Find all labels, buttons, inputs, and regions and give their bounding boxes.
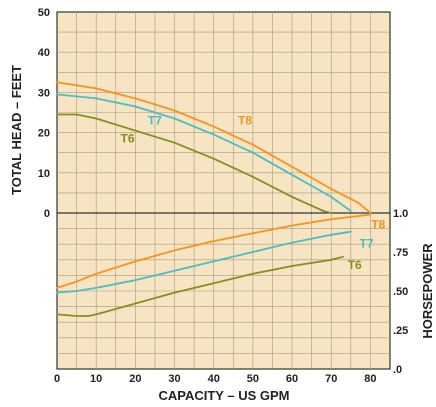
series-label-t7: T7 [359,236,373,250]
x-tick-label: 20 [129,373,141,385]
series-line-t7-head [56,93,352,212]
y-axis-title-horsepower: HORSEPOWER [420,243,435,339]
y-tick-label-horsepower: 1.0 [393,208,408,220]
x-tick-label: 80 [364,373,376,385]
grid [57,12,390,369]
x-tick-label: 10 [90,373,102,385]
y-tick-label-horsepower: .25 [393,325,408,337]
x-tick-label: 50 [247,373,259,385]
series-labels: T8 T7 T6 T8 T7 T6 [121,114,386,273]
series-label-t6: T6 [348,258,362,272]
x-tick-label: 0 [54,373,60,385]
x-tick-label: 60 [286,373,298,385]
y-tick-label-horsepower: .0 [393,364,402,376]
x-tick-label: 40 [208,373,220,385]
x-tick-label: 70 [325,373,337,385]
ticks: 0 10 20 30 40 50 60 70 80 0 10 20 30 40 50 .0 .25 .50 .75 1… [38,7,409,385]
x-tick-label: 30 [168,373,180,385]
curves [56,81,372,317]
series-line-t7-horsepower [56,230,352,294]
series-line-t8-head [56,81,372,214]
y-tick-label-head: 10 [38,168,50,180]
y-tick-label-horsepower: .75 [393,247,408,259]
y-tick-label-head: 50 [38,7,50,19]
series-line-t6-horsepower [56,255,344,317]
y-axis-title-head: TOTAL HEAD – FEET [9,65,24,195]
series-label-t6: T6 [121,132,135,146]
series-label-t7: T7 [148,114,162,128]
y-tick-label-horsepower: .50 [393,286,408,298]
series-label-t8: T8 [238,114,252,128]
y-tick-label-head: 20 [38,128,50,140]
series-label-t8: T8 [371,218,385,232]
x-axis-title: CAPACITY – US GPM [159,388,290,403]
series-line-t6-head [56,113,333,214]
plot-background [56,11,391,370]
series-line-t8-horsepower [56,213,372,289]
y-tick-label-head: 30 [38,87,50,99]
y-tick-label-head: 0 [44,208,50,220]
y-tick-label-head: 40 [38,47,50,59]
